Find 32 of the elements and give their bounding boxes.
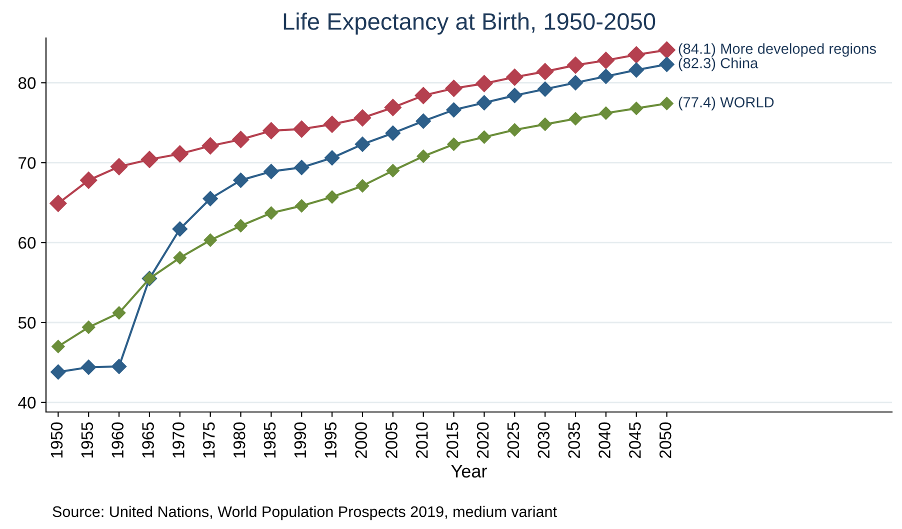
- x-tick-label: 2010: [416, 422, 428, 458]
- x-tick-label: 1975: [203, 422, 215, 458]
- y-tick-label: 80: [18, 77, 36, 89]
- x-tick-label: 2015: [446, 422, 458, 458]
- chart-title: Life Expectancy at Birth, 1950-2050: [284, 12, 656, 35]
- x-tick-label: 2000: [355, 422, 367, 458]
- x-tick-label: 2040: [598, 422, 610, 458]
- x-tick-label: 1960: [112, 422, 124, 458]
- x-tick-label: 1950: [50, 422, 63, 458]
- x-tick-label: 1980: [233, 422, 246, 458]
- y-tick-label: 50: [18, 316, 36, 329]
- x-tick-label: 1985: [264, 422, 276, 458]
- y-tick-label: 40: [18, 396, 36, 409]
- x-tick-label: 2005: [386, 422, 398, 458]
- series-label: (82.3) China: [678, 58, 758, 72]
- x-tick-label: 2045: [629, 422, 641, 458]
- x-tick-label: 1970: [172, 422, 184, 458]
- y-tick-label: 60: [18, 236, 36, 249]
- x-tick-label: 2030: [538, 422, 550, 458]
- source-note: Source: United Nations, World Population Prospects 2019, medium variant: [52, 506, 557, 520]
- x-axis-title: Year: [451, 465, 487, 478]
- x-tick-label: 1965: [142, 422, 154, 458]
- y-tick-label: 70: [18, 157, 36, 169]
- x-tick-label: 1995: [324, 422, 337, 458]
- x-tick-label: 2025: [507, 422, 520, 458]
- x-tick-label: 2050: [659, 422, 672, 458]
- series-label: (84.1) More developed regions: [678, 43, 876, 57]
- series-label: (77.4) WORLD: [678, 96, 774, 110]
- x-tick-label: 2020: [476, 422, 489, 458]
- x-tick-label: 1955: [81, 422, 94, 458]
- x-tick-label: 2035: [568, 422, 580, 458]
- x-tick-label: 1990: [294, 422, 306, 458]
